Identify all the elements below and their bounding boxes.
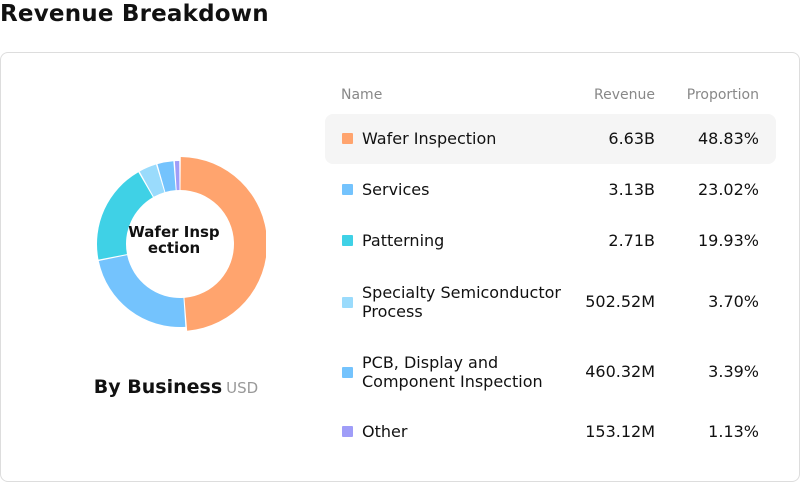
row-proportion: 23.02%: [697, 180, 759, 199]
donut-slice-3[interactable]: [139, 164, 165, 197]
row-name: Patterning: [362, 231, 445, 250]
row-proportion: 1.13%: [708, 422, 759, 441]
row-revenue: 502.52M: [585, 292, 655, 311]
row-name: Other: [362, 422, 408, 441]
column-header-name: Name: [341, 87, 383, 103]
row-proportion: 3.39%: [708, 362, 759, 381]
table-row[interactable]: Wafer Inspection 6.63B 48.83%: [325, 114, 776, 164]
row-revenue: 153.12M: [585, 422, 655, 441]
currency-unit: USD: [226, 379, 259, 397]
donut-slice-1[interactable]: [98, 255, 186, 327]
row-revenue: 2.71B: [608, 231, 655, 250]
donut-chart[interactable]: Wafer Inspection: [94, 154, 266, 334]
donut-slice-5[interactable]: [174, 161, 180, 191]
page-title: Revenue Breakdown: [0, 1, 269, 27]
legend-swatch: [342, 133, 353, 144]
legend-swatch: [342, 367, 353, 378]
column-header-revenue: Revenue: [594, 87, 655, 103]
row-proportion: 19.93%: [697, 231, 759, 250]
legend-swatch: [342, 297, 353, 308]
row-proportion: 3.70%: [708, 292, 759, 311]
table-row[interactable]: Services 3.13B 23.02%: [325, 165, 776, 215]
row-revenue: 460.32M: [585, 362, 655, 381]
legend-swatch: [342, 184, 353, 195]
column-header-proportion: Proportion: [686, 87, 759, 103]
row-name: Wafer Inspection: [362, 129, 497, 148]
table-row[interactable]: Other 153.12M 1.13%: [325, 407, 776, 457]
donut-slice-2[interactable]: [97, 172, 153, 260]
revenue-card: Wafer Inspection By Business USD Name Rev…: [0, 52, 800, 482]
legend-swatch: [342, 426, 353, 437]
donut-slice-4[interactable]: [157, 161, 176, 193]
row-name: Specialty Semiconductor Process: [362, 283, 561, 321]
legend-swatch: [342, 235, 353, 246]
donut-center-label: Wafer Inspection: [128, 223, 220, 257]
row-name: PCB, Display and Component Inspection: [362, 353, 543, 391]
row-revenue: 6.63B: [608, 129, 655, 148]
row-proportion: 48.83%: [697, 129, 759, 148]
row-revenue: 3.13B: [608, 180, 655, 199]
donut-caption: By Business USD: [1, 376, 351, 398]
table-row[interactable]: Specialty Semiconductor Process 502.52M 3.…: [325, 277, 776, 327]
donut-slice-0[interactable]: [180, 157, 266, 331]
table-row[interactable]: PCB, Display and Component Inspection 460…: [325, 347, 776, 397]
chart-title: By Business: [93, 376, 223, 398]
row-name: Services: [362, 180, 430, 199]
table-row[interactable]: Patterning 2.71B 19.93%: [325, 216, 776, 266]
